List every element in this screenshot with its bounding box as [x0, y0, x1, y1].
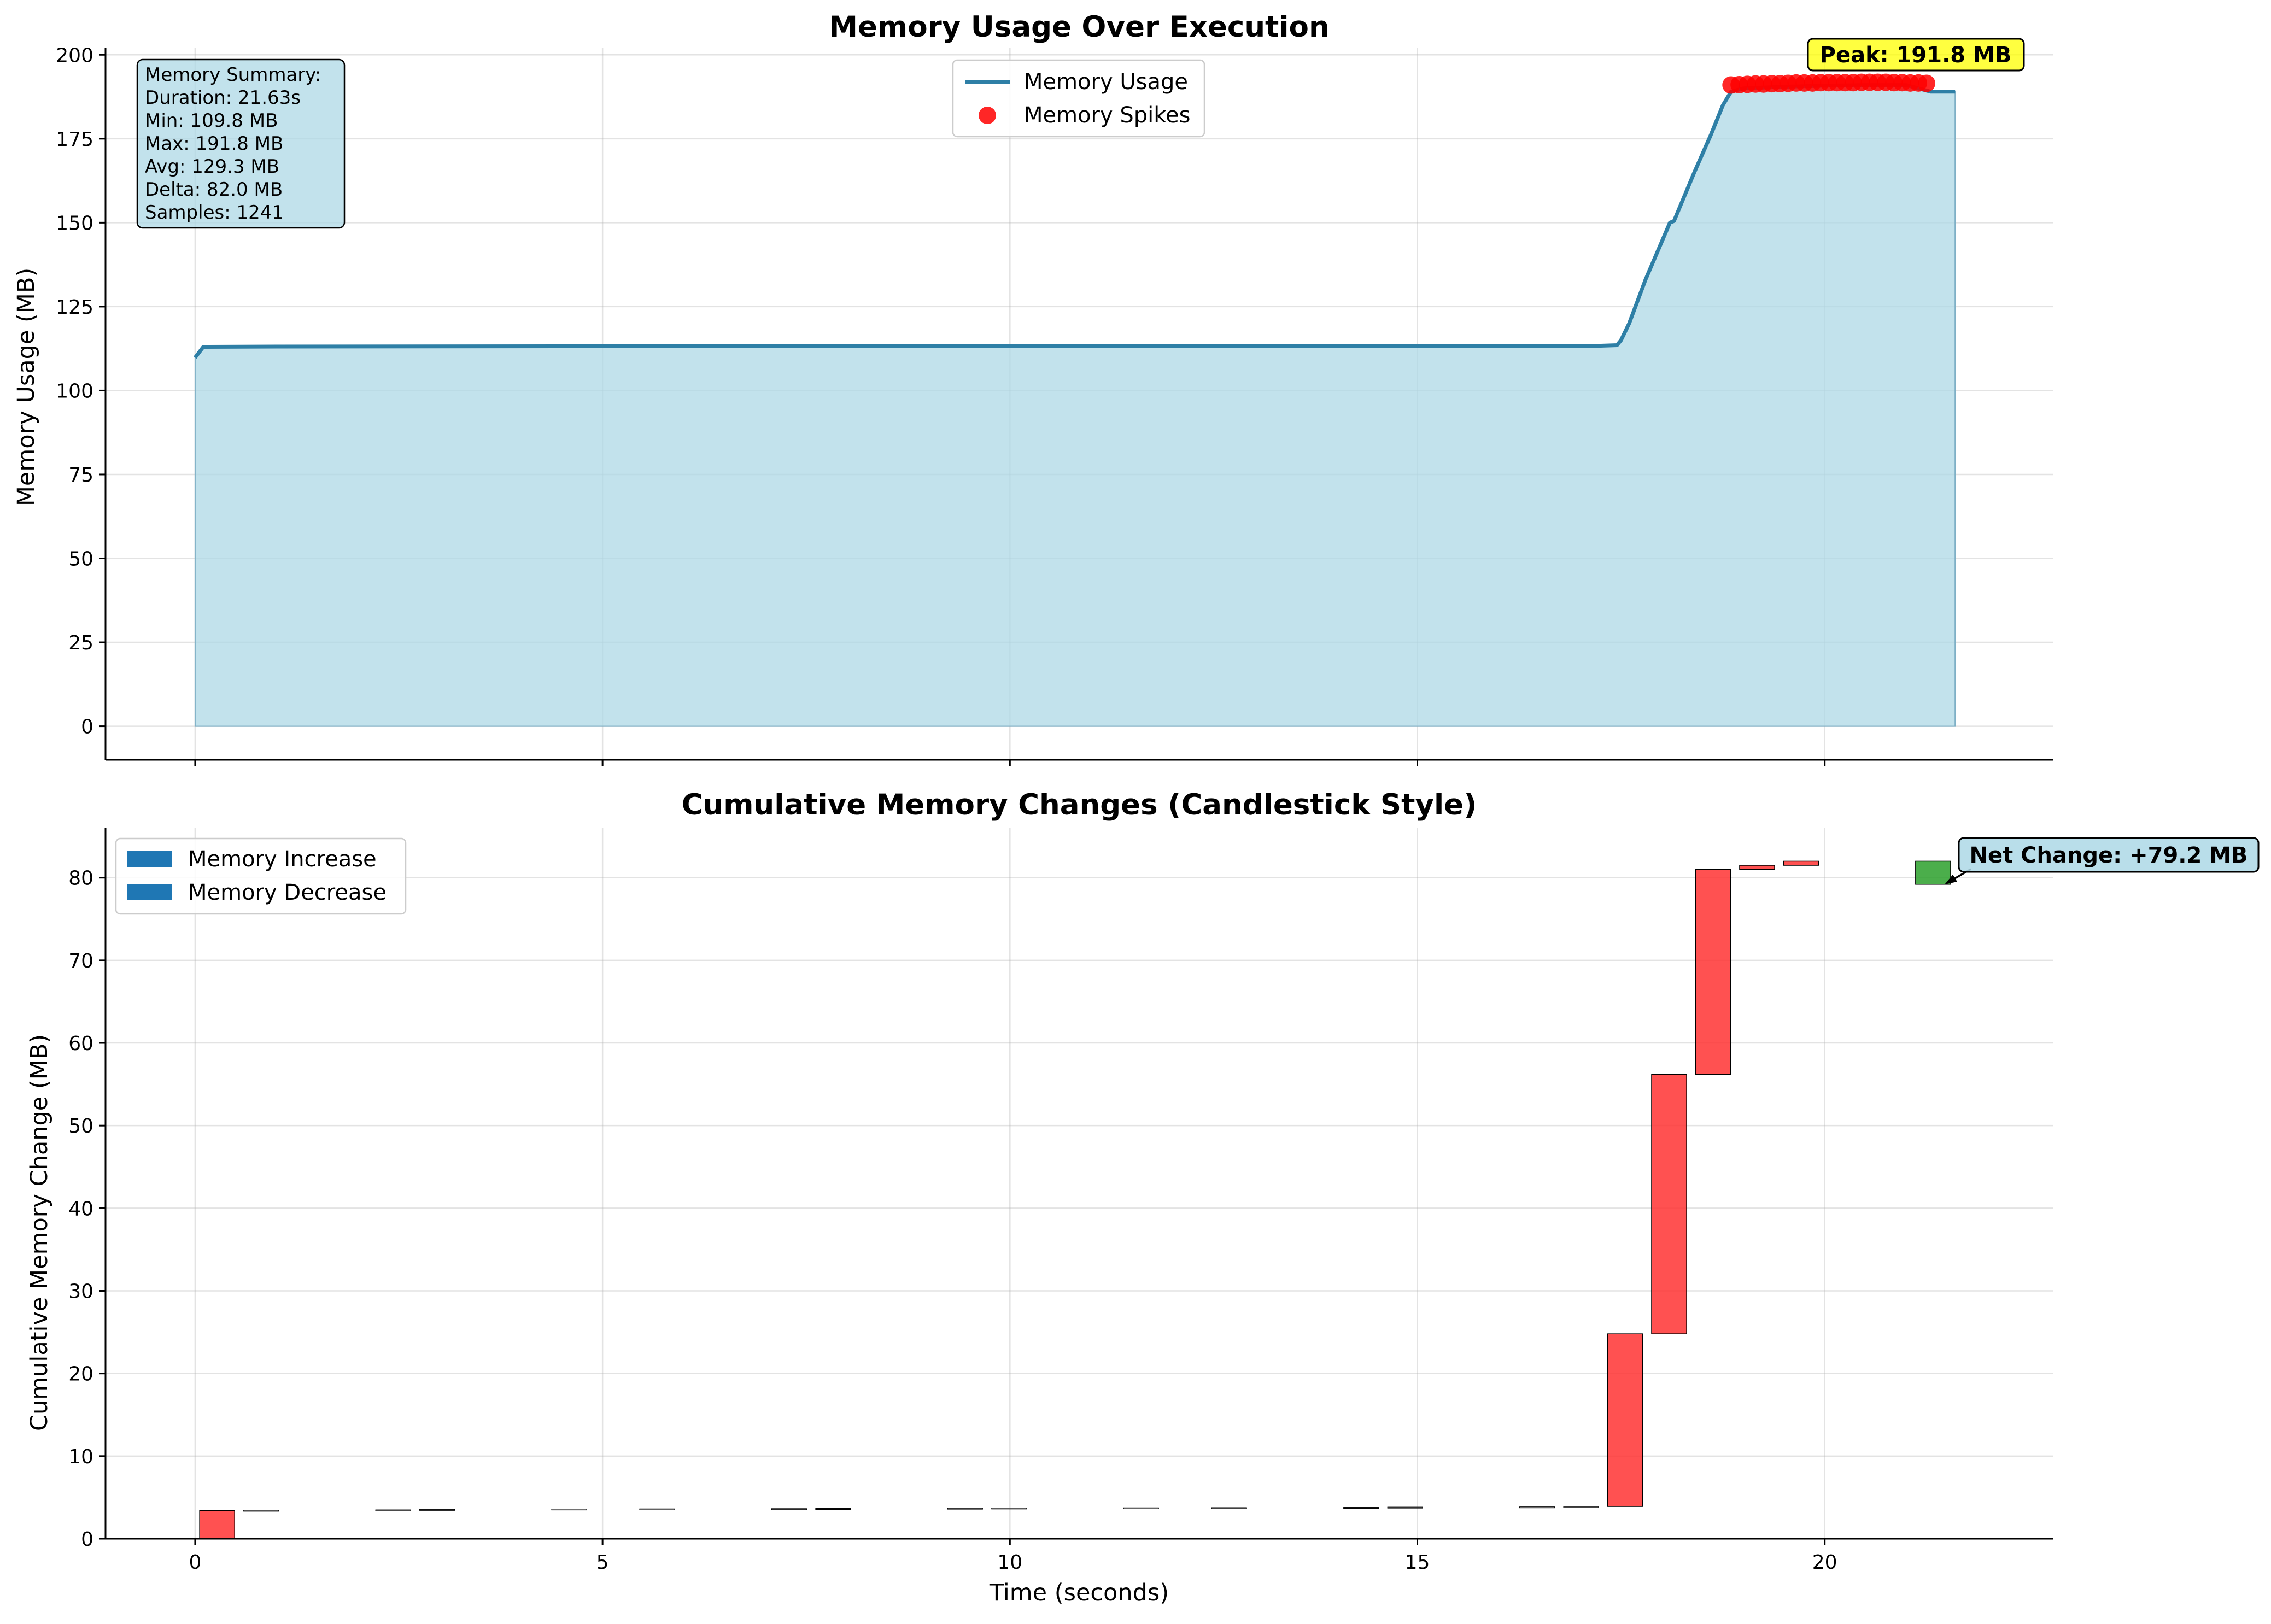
memory-usage-y-axis-label: Memory Usage (MB)	[13, 268, 40, 506]
legend-label-memory-spikes: Memory Spikes	[1024, 103, 1190, 128]
candle-increase	[947, 1508, 983, 1510]
candle-increase	[1651, 1074, 1687, 1334]
candle-increase	[551, 1509, 587, 1511]
candle-increase	[639, 1508, 675, 1510]
y-tick-label: 175	[56, 128, 93, 151]
candle-increase	[1783, 860, 1819, 866]
legend-label-memory-increase: Memory Increase	[188, 847, 377, 872]
y-tick-label: 150	[56, 212, 93, 234]
y-tick-label: 200	[56, 44, 93, 67]
time-x-axis-label: Time (seconds)	[989, 1579, 1169, 1607]
net-change-annotation: Net Change: +79.2 MB	[1945, 837, 2260, 884]
candle-increase	[1519, 1506, 1555, 1509]
y-tick-label: 70	[68, 950, 93, 972]
y-tick-label: 25	[68, 632, 93, 654]
y-tick-label: 75	[68, 464, 93, 486]
candle-increase	[1387, 1506, 1423, 1509]
y-tick-label: 100	[56, 380, 93, 402]
x-tick-label: 5	[596, 1551, 609, 1574]
summary-samples: Samples: 1241	[145, 202, 284, 224]
net-change-annotation-text: Net Change: +79.2 MB	[1969, 843, 2247, 868]
legend-decrease-swatch	[127, 884, 172, 900]
memory-spike-point	[1917, 74, 1935, 92]
x-tick-label: 15	[1405, 1551, 1430, 1574]
memory-usage-chart: Memory Usage Over Execution 0 25 50 75 100 12…	[13, 10, 2053, 766]
y-tick-label: 50	[68, 1115, 93, 1138]
candle-increase	[1607, 1333, 1643, 1507]
summary-min: Min: 109.8 MB	[145, 110, 278, 132]
candle-increase	[375, 1509, 411, 1511]
cumulative-changes-chart-title: Cumulative Memory Changes (Candlestick S…	[682, 788, 1477, 822]
summary-title: Memory Summary:	[145, 64, 321, 86]
candle-increase	[199, 1510, 235, 1539]
candle-increase	[1211, 1507, 1247, 1509]
memory-summary-box: Memory Summary: Duration: 21.63s Min: 10…	[136, 58, 346, 229]
cumulative-candles	[199, 860, 1951, 1539]
memory-usage-legend: Memory Usage Memory Spikes	[952, 59, 1205, 138]
peak-annotation-text: Peak: 191.8 MB	[1820, 43, 2012, 68]
y-tick-label: 0	[81, 716, 93, 738]
y-tick-label: 80	[68, 867, 93, 890]
legend-increase-swatch	[127, 851, 172, 867]
cumulative-y-axis-label: Cumulative Memory Change (MB)	[26, 1034, 53, 1431]
x-tick-label: 0	[189, 1551, 201, 1574]
x-tick-label: 10	[997, 1551, 1022, 1574]
y-tick-label: 10	[68, 1446, 93, 1468]
candle-increase	[419, 1509, 455, 1511]
y-tick-label: 50	[68, 548, 93, 571]
candle-decrease	[1915, 860, 1951, 885]
cumulative-changes-axes: 0 10 20 30 40 50 60 70 80 0 5 10 15 20	[68, 828, 2053, 1574]
summary-max: Max: 191.8 MB	[145, 133, 283, 155]
summary-avg: Avg: 129.3 MB	[145, 156, 279, 178]
candle-increase	[1563, 1506, 1599, 1508]
memory-usage-chart-title: Memory Usage Over Execution	[829, 10, 1329, 44]
x-tick-label: 20	[1812, 1551, 1837, 1574]
candle-increase	[991, 1508, 1027, 1510]
y-tick-label: 20	[68, 1363, 93, 1386]
peak-annotation: Peak: 191.8 MB	[1807, 38, 2025, 72]
candle-increase	[243, 1510, 279, 1512]
candle-increase	[1739, 865, 1775, 870]
y-tick-label: 0	[81, 1528, 93, 1551]
candle-increase	[1123, 1507, 1159, 1509]
legend-spike-swatch	[979, 107, 996, 124]
cumulative-changes-chart: Cumulative Memory Changes (Candlestick S…	[26, 788, 2260, 1607]
memory-spikes-points	[1722, 73, 1935, 94]
summary-delta: Delta: 82.0 MB	[145, 179, 283, 201]
summary-duration: Duration: 21.63s	[145, 87, 301, 109]
candle-increase	[815, 1508, 851, 1510]
candle-increase	[1695, 869, 1731, 1075]
y-tick-label: 125	[56, 296, 93, 319]
legend-label-memory-decrease: Memory Decrease	[188, 880, 387, 905]
cumulative-changes-legend: Memory Increase Memory Decrease	[115, 837, 407, 915]
memory-usage-axes: 0 25 50 75 100 125 150 175 200	[56, 44, 2053, 766]
legend-label-memory-usage: Memory Usage	[1024, 69, 1188, 95]
y-tick-label: 40	[68, 1198, 93, 1220]
candle-increase	[1343, 1507, 1379, 1509]
y-tick-label: 30	[68, 1281, 93, 1303]
y-tick-label: 60	[68, 1033, 93, 1055]
candle-increase	[771, 1508, 807, 1510]
